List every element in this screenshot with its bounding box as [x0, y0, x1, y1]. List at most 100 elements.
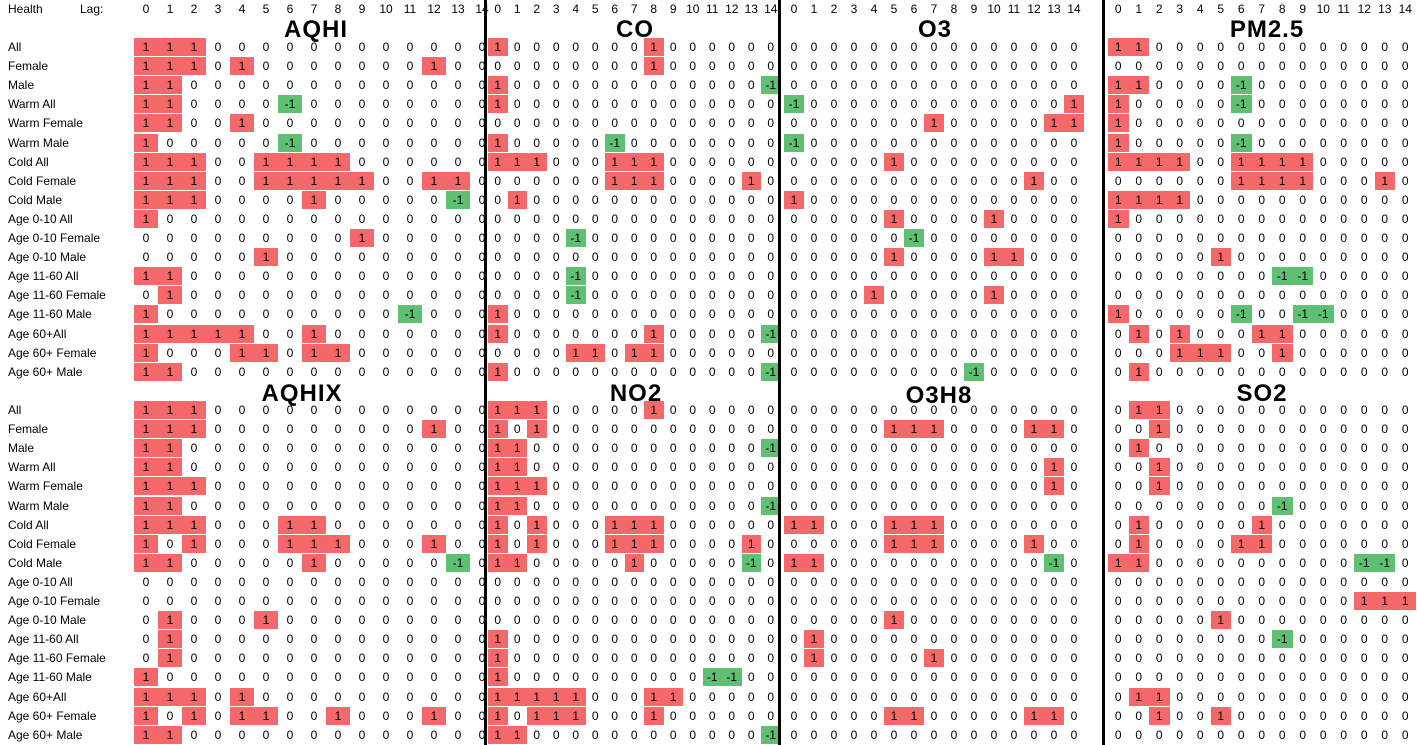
heatmap-cell: 0: [747, 632, 755, 647]
heatmap-cell: 0: [552, 364, 560, 379]
heatmap-cell: 0: [430, 555, 438, 570]
heatmap-cell: 0: [142, 651, 150, 666]
heatmap-cell: 0: [286, 422, 294, 437]
row-label: Age 11-60 Male: [8, 670, 92, 685]
heatmap-cell: 0: [358, 116, 366, 131]
heatmap-cell: 0: [1070, 364, 1078, 379]
heatmap-cell: 0: [850, 422, 858, 437]
heatmap-cell: 0: [310, 78, 318, 93]
row-label: Age 60+All: [8, 326, 67, 341]
heatmap-cell: 1: [254, 171, 278, 190]
heatmap-cell: 0: [382, 250, 390, 265]
heatmap-cell: 1: [182, 57, 206, 76]
heatmap-cell: 0: [870, 689, 878, 704]
heatmap-cell: 0: [1401, 479, 1409, 494]
heatmap-cell: 0: [930, 613, 938, 628]
heatmap-cell: 0: [689, 326, 697, 341]
heatmap-cell: 0: [1114, 498, 1122, 513]
heatmap-cell: 0: [650, 192, 658, 207]
heatmap-cell: 1: [158, 76, 182, 95]
heatmap-cell: 0: [728, 40, 736, 54]
heatmap-cell: 0: [1319, 364, 1327, 379]
heatmap-cell: 0: [1176, 40, 1184, 54]
heatmap-cell: 0: [1340, 326, 1348, 341]
heatmap-cell: 0: [1155, 536, 1163, 551]
heatmap-cell: 0: [238, 517, 246, 532]
heatmap-cell: 0: [1237, 192, 1245, 207]
heatmap-cell: -1: [278, 95, 302, 114]
heatmap-cell: 0: [1217, 651, 1225, 666]
heatmap-cell: 0: [910, 59, 918, 74]
heatmap-cell: 0: [747, 479, 755, 494]
heatmap-cell: 0: [591, 364, 599, 379]
heatmap-cell: 0: [708, 173, 716, 188]
heatmap-cell: 0: [1401, 460, 1409, 475]
heatmap-cell: 0: [1278, 613, 1286, 628]
heatmap-cell: 0: [728, 403, 736, 417]
heatmap-cell: 0: [850, 231, 858, 245]
heatmap-cell: 0: [950, 727, 958, 742]
heatmap-cell: 0: [513, 536, 521, 551]
heatmap-cell: 0: [1401, 135, 1409, 150]
heatmap-cell: 0: [286, 479, 294, 494]
heatmap-cell: 0: [830, 307, 838, 322]
heatmap-cell: 1: [134, 57, 158, 76]
heatmap-cell: 0: [990, 441, 998, 456]
heatmap-cell: 0: [406, 59, 414, 74]
heatmap-cell: 0: [552, 460, 560, 475]
heatmap-cell: 0: [689, 135, 697, 150]
heatmap-cell: 0: [1360, 651, 1368, 666]
heatmap-cell: 0: [830, 517, 838, 532]
heatmap-cell: 0: [406, 192, 414, 207]
heatmap-cell: 0: [810, 192, 818, 207]
heatmap-cell: 0: [1070, 479, 1078, 494]
heatmap-cell: 0: [406, 689, 414, 704]
heatmap-cell: 0: [286, 670, 294, 685]
heatmap-cell: 0: [214, 555, 222, 570]
heatmap-cell: 1: [158, 687, 182, 706]
heatmap-cell: 1: [1395, 592, 1416, 610]
heatmap-cell: 0: [1299, 135, 1307, 150]
heatmap-cell: 0: [358, 211, 366, 226]
heatmap-cell: 0: [1196, 536, 1204, 551]
heatmap-cell: 0: [890, 498, 898, 513]
heatmap-cell: 0: [950, 40, 958, 54]
heatmap-cell: 0: [990, 689, 998, 704]
heatmap-cell: 0: [950, 708, 958, 723]
heatmap-cell: 0: [334, 116, 342, 131]
heatmap-cell: 1: [134, 668, 158, 687]
heatmap-cell: 0: [310, 479, 318, 494]
heatmap-cell: 0: [572, 670, 580, 685]
heatmap-cell: 1: [488, 76, 508, 95]
heatmap-cell: 1: [254, 611, 278, 630]
heatmap-cell: 0: [382, 670, 390, 685]
heatmap-cell: 0: [850, 326, 858, 341]
heatmap-cell: 0: [1196, 517, 1204, 532]
heatmap-cell: -1: [1231, 76, 1252, 95]
heatmap-cell: 0: [358, 422, 366, 437]
heatmap-cell: 0: [1381, 40, 1389, 54]
heatmap-cell: 0: [669, 135, 677, 150]
heatmap-cell: 1: [1210, 248, 1231, 267]
heatmap-cell: 0: [1278, 670, 1286, 685]
heatmap-cell: 0: [358, 288, 366, 303]
lag-tick-label: 2: [1155, 2, 1163, 16]
heatmap-cell: 0: [1319, 574, 1327, 589]
heatmap-cell: 0: [1030, 250, 1038, 265]
heatmap-cell: 1: [134, 458, 158, 477]
heatmap-cell: 0: [630, 422, 638, 437]
heatmap-cell: 0: [689, 536, 697, 551]
heatmap-cell: 0: [1381, 211, 1389, 226]
heatmap-cell: 0: [810, 441, 818, 456]
heatmap-cell: 0: [790, 632, 798, 647]
heatmap-cell: 1: [884, 515, 904, 534]
heatmap-cell: 0: [1340, 594, 1348, 608]
heatmap-cell: 0: [1360, 269, 1368, 284]
heatmap-cell: 0: [1340, 59, 1348, 74]
heatmap-cell: 0: [689, 97, 697, 112]
heatmap-cell: 0: [850, 307, 858, 322]
heatmap-cell: 0: [630, 59, 638, 74]
heatmap-cell: 1: [784, 553, 804, 572]
heatmap-cell: 0: [950, 345, 958, 360]
heatmap-cell: 1: [1108, 152, 1129, 171]
